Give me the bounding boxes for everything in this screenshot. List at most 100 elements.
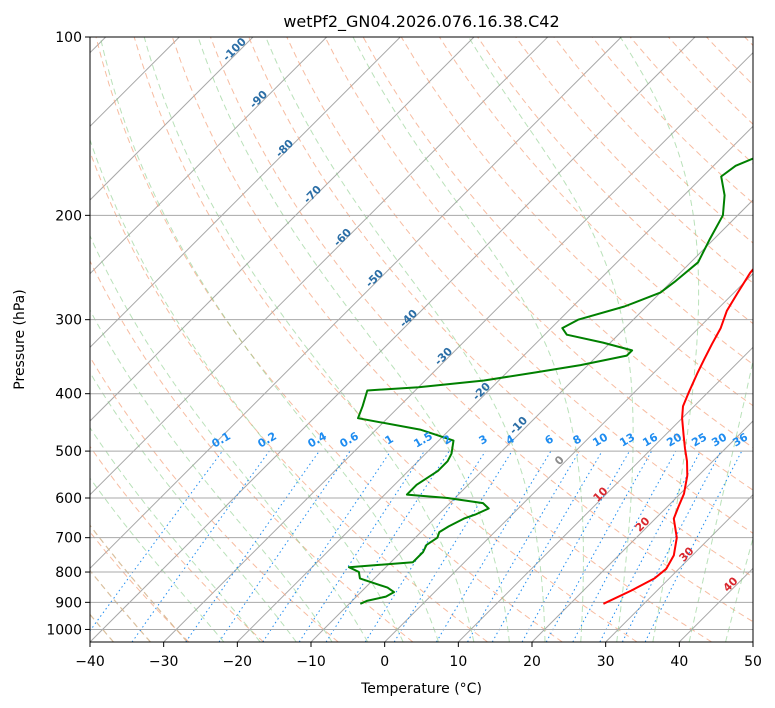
y-tick-label: 900 xyxy=(55,595,82,611)
dry-adiabat xyxy=(248,37,753,578)
dry-adiabat xyxy=(90,445,264,642)
background-lines xyxy=(90,37,753,642)
moist-adiabat xyxy=(619,37,700,642)
moist-adiabat-label: 10 xyxy=(591,484,611,504)
plot-frame xyxy=(89,36,754,643)
pressure-gridlines xyxy=(90,37,753,630)
y-tick-label: 300 xyxy=(55,313,82,329)
mixing-ratio-label: 3 xyxy=(477,432,490,447)
dry-adiabat xyxy=(95,37,563,642)
x-tick-label: −10 xyxy=(296,654,326,670)
axes-ticks: −40 −30 −20 −10 0 10 20 30 40 5010020030040050060… xyxy=(46,30,762,670)
mixing-ratio-line xyxy=(325,450,450,642)
dry-adiabat-label: -50 xyxy=(363,267,386,290)
dry-adiabat xyxy=(706,37,753,86)
x-tick-label: −30 xyxy=(149,654,179,670)
moist-adiabat xyxy=(99,37,439,642)
dry-adiabat xyxy=(90,356,339,642)
y-tick-label: 400 xyxy=(55,387,82,403)
y-tick-label: 500 xyxy=(55,444,82,460)
mixing-ratio-label: 1 xyxy=(383,432,396,447)
mixing-ratio-line xyxy=(467,450,580,642)
mixing-ratio-label: 36 xyxy=(730,430,750,449)
dewpoint-line xyxy=(348,157,753,605)
moist-adiabat-label: 20 xyxy=(633,514,653,534)
dry-adiabat-label: -80 xyxy=(273,137,296,160)
dry-adiabat-label: -30 xyxy=(432,345,455,368)
x-tick-label: 50 xyxy=(744,654,762,670)
y-tick-label: 1000 xyxy=(46,622,82,638)
isotherm-line xyxy=(90,37,401,349)
mixing-ratio-line xyxy=(572,450,677,642)
moist-adiabat xyxy=(265,37,546,642)
dry-adiabat-label: 0 xyxy=(552,453,567,468)
dry-adiabat-label: -40 xyxy=(397,307,420,330)
moist-adiabat xyxy=(90,138,404,642)
mixing-ratio-line xyxy=(364,450,486,642)
chart-title: wetPf2_GN04.2026.076.16.38.C42 xyxy=(283,12,559,32)
x-tick-label: 10 xyxy=(449,654,467,670)
moist-adiabat-cold xyxy=(90,569,151,642)
mixing-ratio-line xyxy=(262,450,392,642)
dry-adiabat xyxy=(133,37,638,642)
isotherm-line xyxy=(90,37,254,201)
dry-adiabat xyxy=(90,259,414,642)
temperature-line xyxy=(602,267,753,605)
moist-adiabat-label: 30 xyxy=(677,544,697,564)
x-tick-label: 20 xyxy=(523,654,541,670)
mixing-ratio-line xyxy=(545,450,653,642)
moist-adiabat-label: 40 xyxy=(721,574,741,594)
isotherm-line xyxy=(90,37,549,496)
x-tick-label: 40 xyxy=(670,654,688,670)
moist-adiabat xyxy=(90,371,297,642)
isotherm-line xyxy=(90,37,475,422)
dry-adiabat xyxy=(171,37,712,642)
moist-adiabat xyxy=(468,37,634,642)
y-tick-label: 700 xyxy=(55,531,82,547)
mixing-ratio-line xyxy=(599,450,701,642)
mixing-ratio-line xyxy=(185,450,320,642)
line-labels: -100-90-80-70-60-50-40-30-20-10010203040… xyxy=(210,35,751,595)
dry-adiabat xyxy=(438,37,753,366)
isotherm-line xyxy=(310,199,753,642)
isotherm-line xyxy=(90,37,328,275)
isotherm-line xyxy=(457,346,753,642)
isotherm-line xyxy=(752,641,753,642)
x-tick-label: 0 xyxy=(380,654,389,670)
mixing-ratio-line xyxy=(131,450,270,642)
y-tick-label: 200 xyxy=(55,208,82,224)
mixing-ratio-line xyxy=(644,450,743,642)
mixing-ratio-line xyxy=(393,450,513,642)
moist-adiabat xyxy=(90,234,369,642)
mixing-ratio-label: 25 xyxy=(689,431,709,450)
mixing-ratio-label: 16 xyxy=(640,430,660,449)
mixing-ratio-label: 6 xyxy=(543,432,556,447)
dry-adiabat xyxy=(515,37,753,284)
dry-adiabat xyxy=(90,531,190,642)
mixing-ratio-line xyxy=(435,450,552,642)
mixing-ratio-line xyxy=(90,450,223,632)
isotherm-line xyxy=(90,37,696,642)
moist-adiabat xyxy=(688,358,753,642)
x-tick-label: −20 xyxy=(223,654,253,670)
y-tick-label: 600 xyxy=(55,491,82,507)
moist-adiabat xyxy=(90,477,225,642)
moist-adiabat xyxy=(143,37,475,642)
dry-adiabat-label: -90 xyxy=(247,88,270,111)
dry-adiabat xyxy=(324,37,753,491)
mixing-ratio-label: 0.6 xyxy=(338,429,362,450)
dry-adiabat-label: -60 xyxy=(331,226,354,249)
sounding-series xyxy=(348,157,753,605)
isotherm-line xyxy=(384,272,753,642)
mixing-ratio-label: 0.1 xyxy=(210,429,233,450)
isotherm-line xyxy=(163,51,753,642)
x-axis-label: Temperature (°C) xyxy=(360,681,482,697)
isotherm-line xyxy=(605,493,753,642)
moist-adiabat xyxy=(352,37,584,642)
mixing-ratio-label: 0.4 xyxy=(306,429,330,450)
mixing-ratio-label: 0.2 xyxy=(256,429,279,450)
dry-adiabat-label: -70 xyxy=(301,183,324,206)
isotherm-line xyxy=(90,37,622,570)
x-tick-label: −40 xyxy=(75,654,105,670)
